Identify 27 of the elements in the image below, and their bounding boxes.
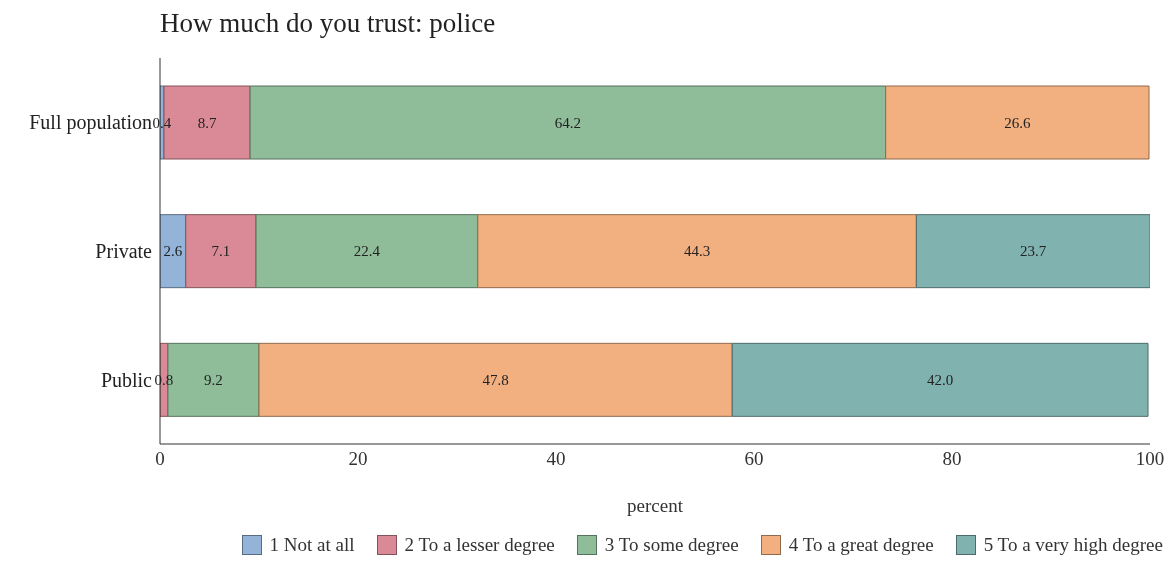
data-label: 8.7	[197, 114, 217, 131]
x-tick-label: 60	[744, 448, 764, 470]
legend-label: 5 To a very high degree	[983, 534, 1163, 556]
legend-label: 3 To some degree	[604, 534, 739, 556]
y-tick-label: Full population	[29, 111, 152, 135]
x-axis-title: percent	[627, 495, 684, 516]
data-label: 26.6	[1004, 114, 1031, 131]
data-label: 23.7	[1020, 243, 1047, 260]
legend-label: 1 Not at all	[269, 534, 355, 556]
data-label: 44.3	[683, 243, 711, 260]
data-label: 47.8	[482, 371, 509, 388]
x-tick-label: 40	[546, 448, 566, 470]
x-tick-label: 100	[1135, 448, 1165, 470]
chart-title: How much do you trust: police	[160, 8, 497, 40]
x-tick-label: 0	[155, 448, 165, 470]
data-label: 42.0	[926, 371, 954, 388]
data-label: 22.4	[353, 243, 381, 260]
data-label: 64.2	[554, 114, 582, 131]
y-tick-label: Private	[95, 240, 153, 263]
legend-label: 2 To a lesser degree	[404, 534, 555, 556]
legend-label: 4 To a great degree	[788, 534, 934, 556]
y-tick-label: Public	[100, 368, 153, 391]
x-tick-label: 20	[348, 448, 368, 470]
x-tick-label: 80	[942, 448, 962, 470]
data-label: 7.1	[211, 243, 231, 260]
data-label: 9.2	[204, 371, 223, 388]
data-label: 2.6	[163, 243, 183, 260]
